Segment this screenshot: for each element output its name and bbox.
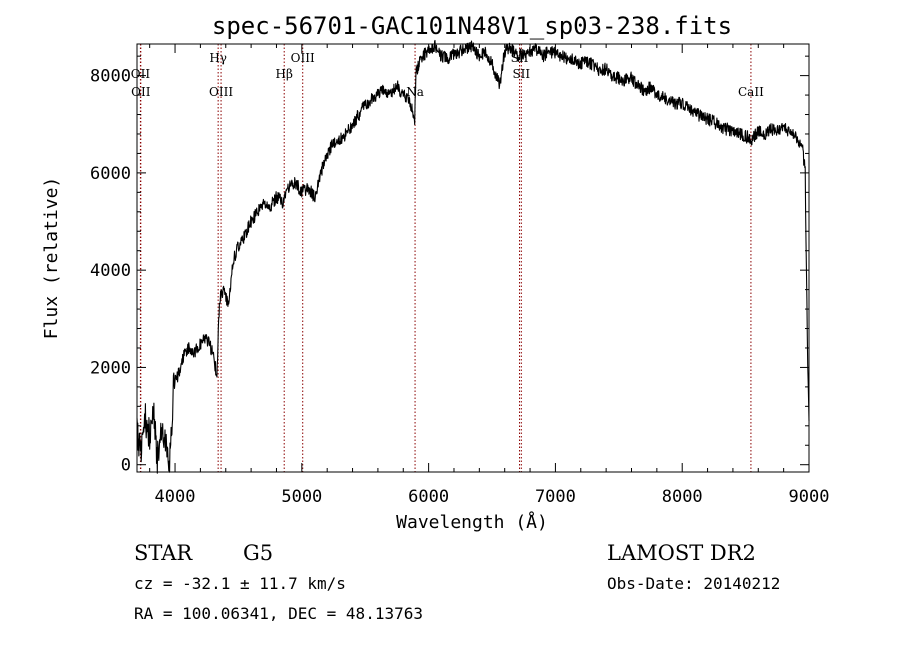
x-tick-label: 7000 (535, 487, 576, 507)
y-tick-label: 6000 (90, 164, 131, 184)
observation-date: Obs-Date: 20140212 (607, 574, 780, 593)
coordinates: RA = 100.06341, DEC = 48.13763 (134, 604, 423, 623)
y-tick-label: 2000 (90, 358, 131, 378)
survey-name: LAMOST DR2 (607, 541, 756, 565)
line-label-1: OII (131, 85, 151, 99)
x-tick-label: 6000 (408, 487, 449, 507)
line-label-5: OIII (291, 51, 315, 65)
line-label-9: CaII (738, 85, 764, 99)
x-axis-ticks: 4000 5000 6000 7000 8000 9000 (149, 44, 830, 507)
x-tick-label: 4000 (155, 487, 196, 507)
plot-frame (136, 43, 810, 473)
y-axis-ticks: 0 2000 4000 6000 8000 (90, 55, 809, 476)
redshift-cz: cz = -32.1 ± 11.7 km/s (134, 574, 346, 593)
y-tick-label: 8000 (90, 67, 131, 87)
y-tick-label: 4000 (90, 261, 131, 281)
emission-line-markers (139, 44, 752, 472)
x-axis-label: Wavelength (Å) (396, 511, 548, 533)
spectrum-line (136, 39, 810, 474)
x-tick-label: 9000 (789, 487, 830, 507)
line-label-2: Hγ (209, 51, 227, 65)
y-axis-label: Flux (relative) (41, 177, 62, 340)
line-label-0: OII (131, 67, 151, 81)
y-tick-label: 0 (121, 456, 131, 476)
chart-title: spec-56701-GAC101N48V1_sp03-238.fits (212, 12, 732, 40)
object-class: STAR (134, 541, 193, 565)
x-tick-label: 8000 (662, 487, 703, 507)
line-label-8: SII (512, 67, 530, 81)
x-tick-label: 5000 (281, 487, 322, 507)
object-subclass: G5 (243, 541, 273, 565)
line-label-4: Hβ (276, 67, 293, 81)
line-label-3: OIII (209, 85, 233, 99)
